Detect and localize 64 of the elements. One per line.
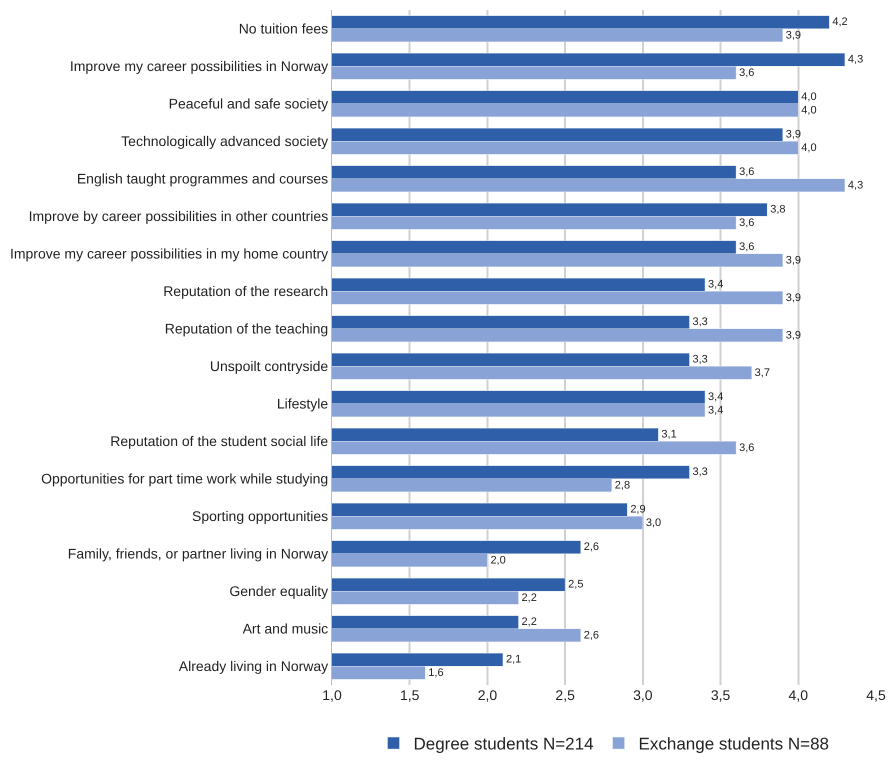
y-tick-label: Improve my career possibilities in my home country xyxy=(10,246,328,262)
data-label: 3,4 xyxy=(708,391,724,404)
data-label: 2,6 xyxy=(584,541,599,554)
data-label: 3,9 xyxy=(786,292,802,304)
data-label: 4,0 xyxy=(801,104,817,116)
x-tick-label: 1,0 xyxy=(322,687,342,703)
y-tick-label: Improve my career possibilities in Norway xyxy=(70,58,328,74)
x-tick-label: 3,5 xyxy=(710,687,731,703)
x-tick-label: 3,0 xyxy=(633,687,653,703)
data-label: 2,2 xyxy=(522,616,537,628)
y-tick-label: Technologically advanced society xyxy=(121,133,328,150)
data-label: 2,6 xyxy=(584,629,599,642)
data-label: 3,6 xyxy=(739,66,754,79)
data-label: 3,9 xyxy=(786,329,802,342)
data-label: 3,9 xyxy=(786,254,802,266)
y-tick-label: Family, friends, or partner living in Norway xyxy=(68,546,328,562)
data-label: 3,9 xyxy=(786,29,802,42)
data-label: 2,5 xyxy=(568,578,584,591)
data-label: 3,8 xyxy=(770,204,786,216)
data-label: 3,3 xyxy=(692,466,708,478)
data-label: 3,0 xyxy=(646,516,662,529)
y-tick-label: Reputation of the teaching xyxy=(164,320,328,337)
y-tick-label: Improve by career possibilities in other countries xyxy=(28,208,328,224)
data-label: 4,0 xyxy=(801,91,817,104)
y-tick-label: Lifestyle xyxy=(276,396,328,412)
y-tick-label: English taught programmes and courses xyxy=(76,170,328,187)
legend-label: Degree students N=214 xyxy=(414,734,594,754)
x-tick-label: 2,5 xyxy=(555,687,576,703)
data-label: 2,1 xyxy=(506,654,522,666)
y-tick-label: No tuition fees xyxy=(238,20,328,37)
x-tick-label: 1,5 xyxy=(400,687,420,703)
data-label: 3,3 xyxy=(692,354,708,366)
data-label: 3,7 xyxy=(754,366,770,379)
data-label: 4,3 xyxy=(848,54,864,66)
y-tick-label: Gender equality xyxy=(229,583,328,600)
data-label: 3,9 xyxy=(786,128,802,141)
data-label: 4,3 xyxy=(848,179,864,192)
y-tick-label: Peaceful and safe society xyxy=(168,96,328,112)
data-label: 2,9 xyxy=(630,504,646,516)
y-tick-label: Reputation of the student social life xyxy=(110,433,328,450)
data-label: 2,8 xyxy=(614,479,630,492)
y-tick-label: Sporting opportunities xyxy=(192,508,328,524)
x-tick-label: 4,0 xyxy=(788,687,808,703)
data-label: 3,6 xyxy=(739,166,754,178)
data-label: 1,6 xyxy=(428,666,444,679)
data-label: 2,0 xyxy=(490,554,506,566)
data-label: 3,6 xyxy=(739,216,754,229)
data-label: 3,4 xyxy=(708,404,724,416)
y-tick-label: Unspoilt contryside xyxy=(210,358,328,374)
data-label: 3,1 xyxy=(661,428,677,441)
y-tick-label: Art and music xyxy=(242,620,328,637)
data-label: 3,4 xyxy=(708,278,724,291)
y-tick-label: Reputation of the research xyxy=(163,283,328,300)
data-label: 4,0 xyxy=(801,142,817,154)
data-label: 2,2 xyxy=(522,592,537,604)
data-label: 4,2 xyxy=(832,16,848,28)
y-tick-label: Already living in Norway xyxy=(178,658,328,674)
data-label: 3,6 xyxy=(739,241,754,254)
x-tick-label: 4,5 xyxy=(866,687,886,703)
legend-label: Exchange students N=88 xyxy=(638,734,829,754)
x-tick-label: 2,0 xyxy=(478,687,498,703)
data-label: 3,3 xyxy=(692,316,708,328)
y-tick-label: Opportunities for part time work while studying xyxy=(41,470,328,487)
data-label: 3,6 xyxy=(739,442,754,454)
